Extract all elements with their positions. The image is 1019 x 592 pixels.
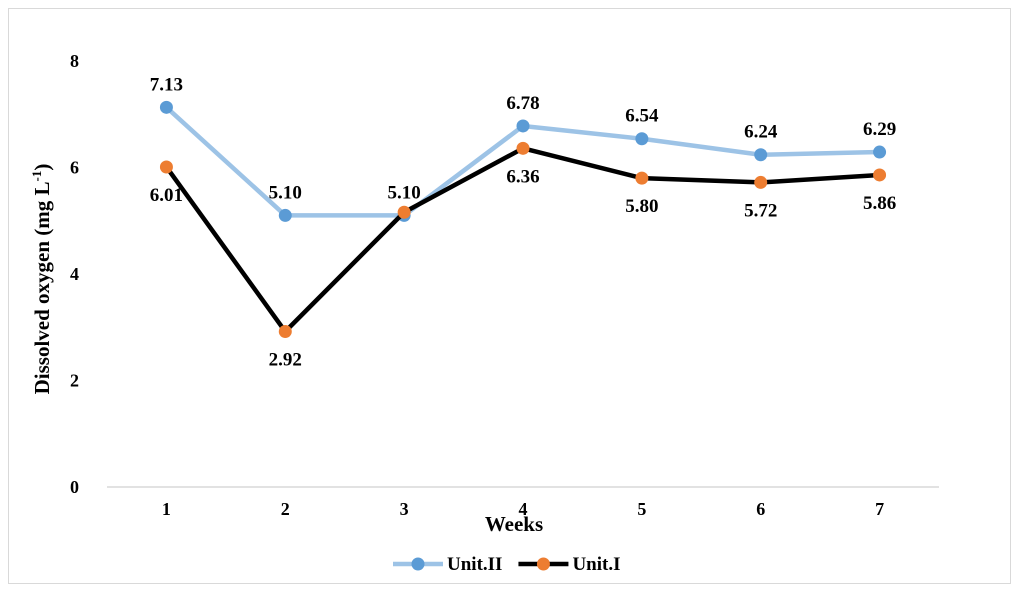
data-point [278,325,292,339]
y-axis-title: Dissolved oxygen (mg L-1) [29,164,54,395]
legend-marker [536,557,550,571]
chart-frame: 0 2 4 6 8 1 2 3 4 5 6 7 7.13 5.10 5.10 6.78 6.54 6.24 6.… [8,8,1011,584]
legend-item: Unit.II [393,554,502,575]
x-tick-label: 6 [756,499,765,519]
data-label: 5.10 [269,182,302,203]
data-point [635,171,649,185]
data-label: 5.80 [625,196,658,217]
data-label: 6.54 [625,106,659,127]
series-layer [159,100,887,339]
x-tick-label: 3 [400,499,409,519]
y-tick-label: 2 [70,371,79,391]
y-tick-label: 0 [70,477,79,497]
legend-label: Unit.I [572,554,620,575]
data-point [278,208,292,222]
data-point [516,141,530,155]
legend-label: Unit.II [447,554,502,575]
x-tick-label: 1 [162,499,171,519]
data-label: 7.13 [150,74,183,95]
data-point [397,205,411,219]
data-label: 6.24 [744,122,778,143]
data-point [754,175,768,189]
data-label: 6.29 [863,119,896,140]
x-tick-labels: 1 2 3 4 5 6 7 [162,499,884,519]
data-point [873,168,887,182]
data-point [159,160,173,174]
data-label: 2.92 [269,350,302,371]
data-label: 6.78 [506,93,539,114]
series-unit-i [159,141,887,339]
legend-item: Unit.I [518,554,620,575]
x-tick-label: 7 [875,499,884,519]
series-unit-ii [159,100,887,222]
data-label: 6.01 [150,185,183,206]
x-tick-label: 4 [519,499,528,519]
data-point [754,148,768,162]
x-tick-label: 5 [637,499,646,519]
y-tick-labels: 0 2 4 6 8 [70,51,79,497]
data-label: 5.10 [388,182,421,203]
y-tick-label: 6 [70,158,79,178]
data-point [159,100,173,114]
data-label: 6.36 [506,166,539,187]
data-point [635,132,649,146]
data-label: 5.72 [744,200,777,221]
legend: Unit.II Unit.I [393,554,620,575]
legend-marker [411,557,425,571]
y-tick-label: 8 [70,51,79,71]
data-label: 5.86 [863,193,896,214]
y-tick-label: 4 [70,264,79,284]
data-labels: 7.13 5.10 5.10 6.78 6.54 6.24 6.29 6.01 2.92 6.36… [150,74,896,370]
x-tick-label: 2 [281,499,290,519]
data-point [873,145,887,159]
data-point [516,119,530,133]
x-axis-title: Weeks [485,512,543,536]
line-chart: 0 2 4 6 8 1 2 3 4 5 6 7 7.13 5.10 5.10 6.78 6.54 6.24 6.… [29,51,939,575]
